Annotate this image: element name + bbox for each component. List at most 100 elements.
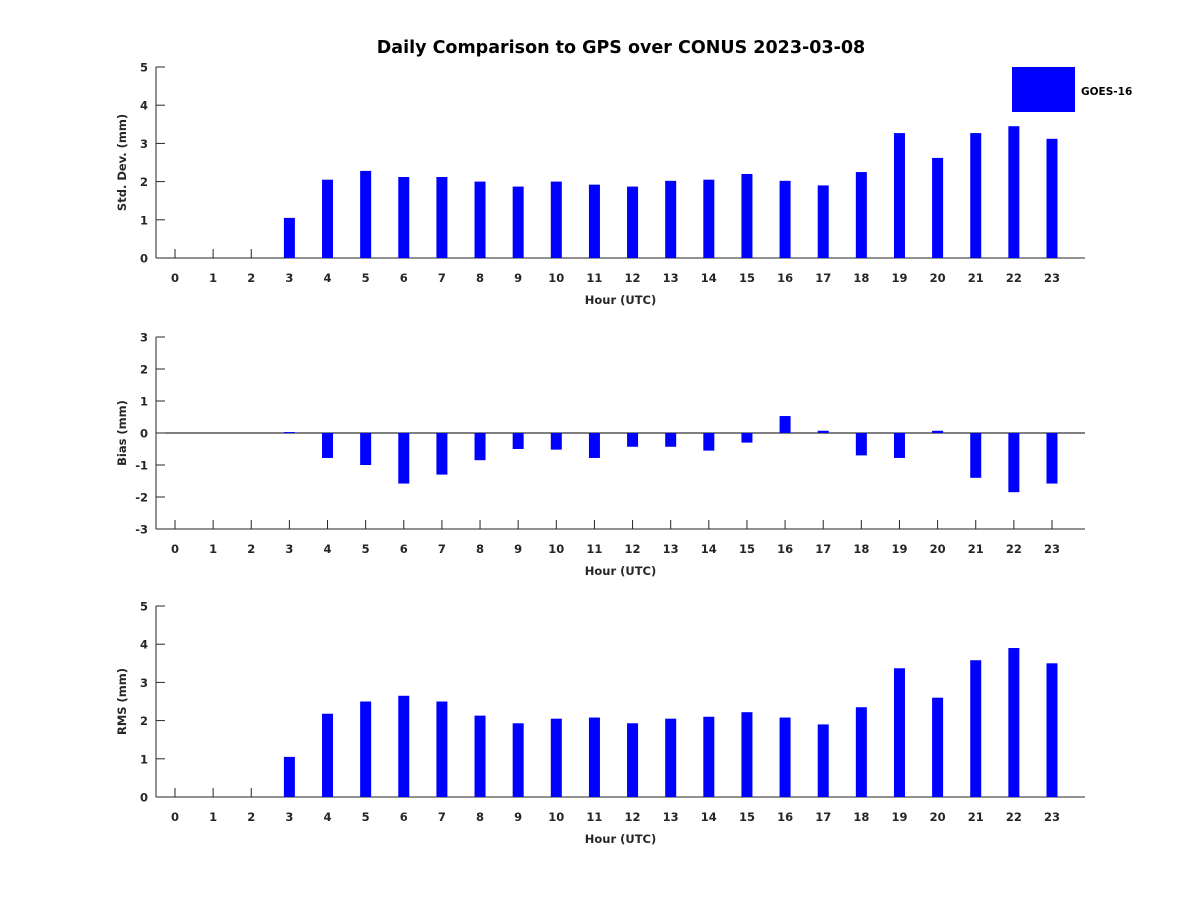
bar-rms-hour-3 <box>283 756 295 797</box>
chart-title: Daily Comparison to GPS over CONUS 2023-… <box>377 38 866 58</box>
bar-std-dev-hour-20 <box>932 157 944 258</box>
bar-std-dev-hour-4 <box>322 179 334 258</box>
x-tick-label: 18 <box>853 810 869 824</box>
x-tick-label: 8 <box>476 810 484 824</box>
x-tick-label: 9 <box>514 271 522 285</box>
bar-rms-hour-8 <box>474 715 486 797</box>
y-tick-label: 3 <box>140 676 148 690</box>
y-tick-label: 0 <box>140 791 148 805</box>
x-tick-label: 3 <box>285 271 293 285</box>
x-tick-label: 19 <box>891 810 907 824</box>
x-tick-label: 1 <box>209 271 217 285</box>
x-tick-label: 2 <box>247 542 255 556</box>
x-tick-label: 16 <box>777 271 793 285</box>
x-tick-label: 20 <box>930 810 946 824</box>
bar-std-dev-hour-5 <box>360 170 372 258</box>
x-tick-label: 6 <box>400 810 408 824</box>
x-tick-label: 13 <box>663 271 679 285</box>
legend: GOES-16 <box>1012 67 1132 112</box>
y-tick-label: -2 <box>135 491 148 505</box>
x-tick-label: 7 <box>438 542 446 556</box>
x-tick-label: 23 <box>1044 810 1060 824</box>
x-tick-label: 15 <box>739 810 755 824</box>
x-tick-label: 23 <box>1044 542 1060 556</box>
x-tick-label: 17 <box>815 271 831 285</box>
x-tick-label: 14 <box>701 271 717 285</box>
x-tick-label: 4 <box>324 271 332 285</box>
bar-rms-hour-11 <box>588 717 600 797</box>
x-tick-label: 2 <box>247 810 255 824</box>
bar-std-dev-hour-23 <box>1046 138 1058 258</box>
x-tick-label: 3 <box>285 542 293 556</box>
x-tick-label: 0 <box>171 542 179 556</box>
bar-bias-hour-12 <box>627 433 639 447</box>
y-tick-label: 1 <box>140 395 148 409</box>
x-tick-label: 11 <box>586 542 602 556</box>
x-tick-label: 18 <box>853 271 869 285</box>
bar-std-dev-hour-10 <box>550 181 562 258</box>
x-tick-label: 2 <box>247 271 255 285</box>
y-tick-label: 1 <box>140 213 148 227</box>
bar-bias-hour-21 <box>970 433 982 478</box>
bar-std-dev-hour-19 <box>893 133 905 258</box>
bar-bias-hour-23 <box>1046 433 1058 484</box>
legend-swatch-goes-16 <box>1012 67 1075 112</box>
bar-rms-hour-5 <box>360 701 372 797</box>
y-tick-label: 4 <box>140 99 148 113</box>
x-tick-label: 13 <box>663 810 679 824</box>
bar-std-dev-hour-14 <box>703 179 715 258</box>
bar-rms-hour-13 <box>665 718 677 797</box>
bar-std-dev-hour-21 <box>970 133 982 258</box>
bar-bias-hour-15 <box>741 433 753 443</box>
x-tick-label: 18 <box>853 542 869 556</box>
bar-std-dev-hour-8 <box>474 181 486 258</box>
x-tick-label: 10 <box>548 271 564 285</box>
y-axis-label: Bias (mm) <box>115 400 129 466</box>
x-tick-label: 10 <box>548 542 564 556</box>
bar-std-dev-hour-7 <box>436 177 448 258</box>
bar-rms-hour-10 <box>550 718 562 797</box>
x-tick-label: 7 <box>438 271 446 285</box>
x-axis-label: Hour (UTC) <box>585 832 657 846</box>
bar-std-dev-hour-16 <box>779 180 791 258</box>
x-tick-label: 19 <box>891 542 907 556</box>
x-tick-label: 6 <box>400 271 408 285</box>
x-tick-label: 17 <box>815 810 831 824</box>
x-tick-label: 13 <box>663 542 679 556</box>
bar-rms-hour-20 <box>932 697 944 797</box>
x-tick-label: 21 <box>968 810 984 824</box>
x-axis-label: Hour (UTC) <box>585 293 657 307</box>
bar-bias-hour-17 <box>817 430 829 433</box>
bar-bias-hour-16 <box>779 416 791 433</box>
bar-bias-hour-18 <box>855 433 867 456</box>
bar-std-dev-hour-3 <box>283 217 295 258</box>
bar-std-dev-hour-22 <box>1008 126 1020 259</box>
x-tick-label: 23 <box>1044 271 1060 285</box>
bar-rms-hour-22 <box>1008 648 1020 797</box>
bar-rms-hour-19 <box>893 668 905 797</box>
x-tick-label: 11 <box>586 810 602 824</box>
bar-std-dev-hour-15 <box>741 173 753 258</box>
bar-bias-hour-5 <box>360 433 372 465</box>
bar-rms-hour-18 <box>855 707 867 797</box>
bar-bias-hour-20 <box>932 430 944 433</box>
bar-std-dev-hour-17 <box>817 185 829 258</box>
bar-rms-hour-21 <box>970 660 982 797</box>
x-tick-label: 4 <box>324 810 332 824</box>
x-tick-label: 17 <box>815 542 831 556</box>
x-tick-label: 0 <box>171 271 179 285</box>
bar-rms-hour-15 <box>741 712 753 797</box>
x-tick-label: 15 <box>739 271 755 285</box>
x-tick-label: 10 <box>548 810 564 824</box>
x-tick-label: 4 <box>324 542 332 556</box>
y-tick-label: 3 <box>140 331 148 345</box>
x-tick-label: 5 <box>362 542 370 556</box>
bar-bias-hour-3 <box>283 432 295 434</box>
bar-rms-hour-23 <box>1046 663 1058 797</box>
x-tick-label: 21 <box>968 271 984 285</box>
bar-bias-hour-22 <box>1008 433 1020 493</box>
bar-rms-hour-7 <box>436 701 448 797</box>
